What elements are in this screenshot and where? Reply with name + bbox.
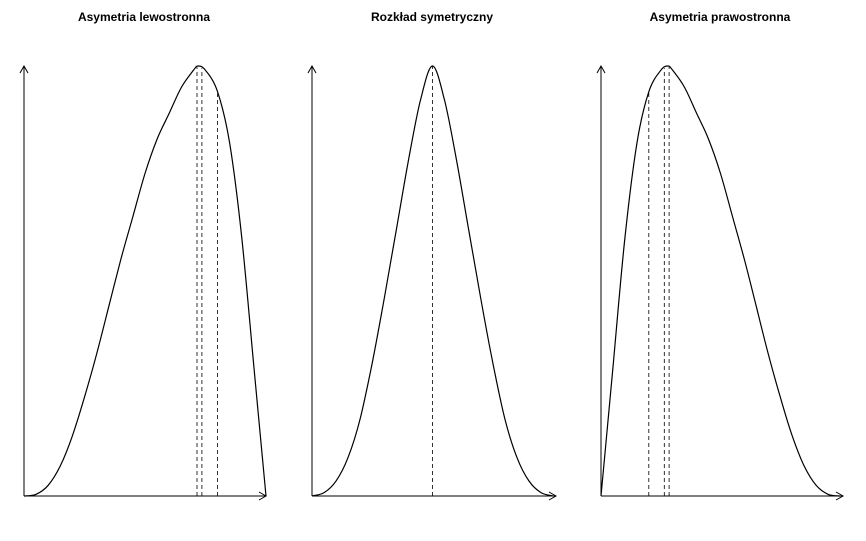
x-axis-arrow	[835, 491, 845, 501]
axes	[19, 64, 268, 501]
y-axis-arrow	[307, 64, 317, 74]
y-axis-arrow	[19, 64, 29, 74]
panel-title: Asymetria lewostronna	[78, 10, 210, 24]
density-curve	[311, 65, 554, 497]
reference-lines	[196, 67, 219, 496]
panel-symmetric: Rozkład symetryczny	[307, 10, 558, 501]
panel-left-skew: Asymetria lewostronna	[19, 10, 268, 501]
reference-lines	[648, 67, 670, 496]
axes	[307, 64, 558, 501]
panel-title: Asymetria prawostronna	[650, 10, 791, 24]
y-axis-arrow	[596, 64, 606, 74]
panel-right-skew: Asymetria prawostronna	[596, 10, 845, 501]
x-axis-arrow	[548, 491, 558, 501]
density-curve	[600, 65, 841, 497]
density-curve	[23, 65, 267, 497]
panel-title: Rozkład symetryczny	[371, 10, 493, 24]
axes	[596, 64, 845, 501]
